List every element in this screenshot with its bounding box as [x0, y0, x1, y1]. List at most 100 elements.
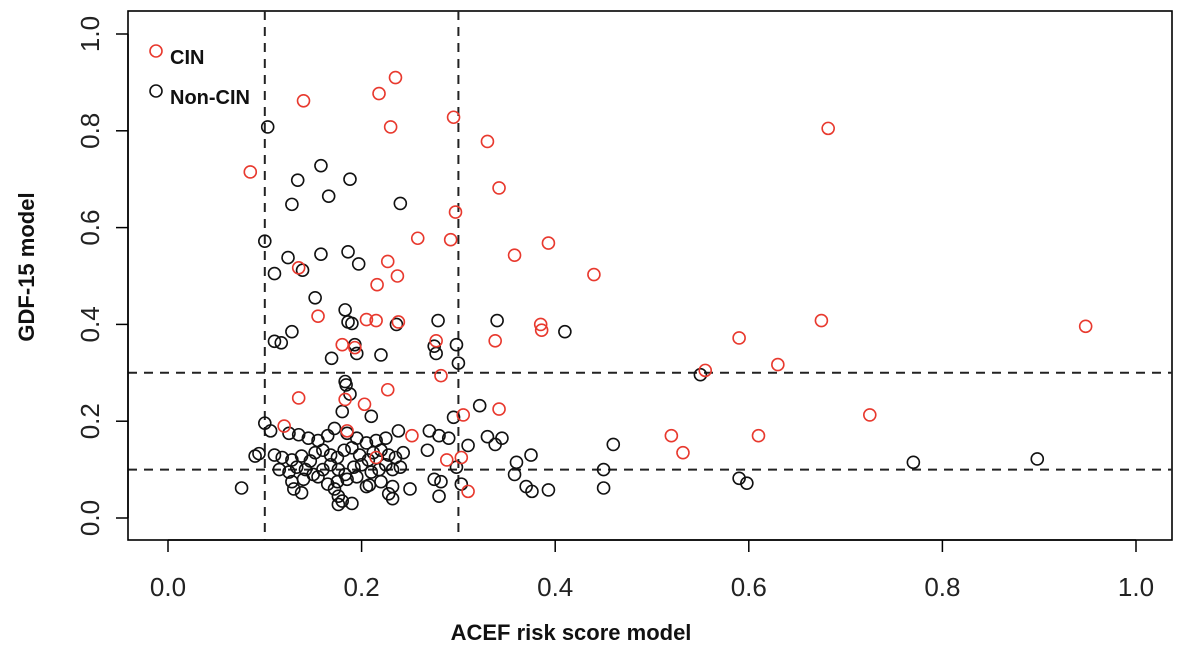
non-cin-point [301, 431, 316, 445]
non-cin-point [316, 443, 330, 458]
non-cin-point [308, 290, 322, 305]
axes: 0.0 0.2 0.4 0.6 0.8 1.0 0.0 0.2 0.4 0.6 0.8 1.0 [75, 16, 1154, 602]
non-cin-point [374, 443, 388, 458]
non-cin-point [396, 445, 411, 460]
non-cin-point [385, 491, 400, 506]
cin-point [456, 408, 471, 422]
non-cin-point [378, 457, 393, 472]
non-cin-point [472, 398, 487, 413]
non-cin-point [596, 481, 611, 495]
non-cin-point [260, 120, 275, 134]
non-cin-point [314, 158, 328, 173]
non-cin-point [285, 197, 299, 212]
cin-point [732, 331, 746, 345]
cin-point [821, 121, 835, 136]
cin-point [446, 110, 461, 125]
non-cin-point [335, 404, 350, 419]
y-tick-label: 0.2 [75, 403, 105, 439]
legend-label-cin: CIN [170, 47, 204, 69]
non-cin-point [906, 455, 921, 470]
non-cin-point [349, 470, 364, 484]
legend-marker-non-cin [149, 84, 163, 98]
non-cin-point [693, 367, 708, 382]
non-cin-point [432, 489, 446, 504]
cin-point [405, 428, 419, 443]
cin-point [492, 181, 506, 195]
x-axis-title: ACEF risk score model [451, 620, 692, 645]
non-cin-point [272, 462, 287, 477]
non-cin-point [393, 196, 408, 211]
cin-point [338, 392, 352, 407]
non-cin-point [327, 482, 342, 496]
cin-point [370, 277, 384, 292]
non-cin-point [420, 443, 435, 458]
non-cin-point [490, 313, 504, 328]
cin-point [391, 315, 406, 329]
non-cin-point [296, 472, 311, 487]
cin-point [480, 134, 495, 149]
non-cin-point [374, 474, 388, 489]
non-cin-point [316, 462, 330, 477]
cin-point [454, 450, 469, 465]
non-cin-point [606, 437, 621, 452]
non-cin-point [451, 356, 466, 370]
non-cin-point [267, 448, 282, 462]
x-tick-label: 1.0 [1118, 572, 1154, 602]
non-cin-point [431, 313, 445, 328]
non-cin-point [558, 324, 572, 339]
non-cin-point [391, 424, 406, 438]
cin-point [369, 450, 383, 465]
non-cin-point [495, 431, 509, 445]
non-cin-point [291, 427, 306, 442]
cin-point [587, 267, 601, 282]
non-cin-point [234, 481, 249, 495]
y-tick-label: 0.6 [75, 210, 105, 246]
legend-label-non-cin: Non-CIN [170, 87, 250, 109]
non-cin-point [454, 477, 469, 491]
cin-point [492, 402, 506, 416]
legend-marker-cin [149, 44, 163, 58]
non-cin-point [324, 351, 339, 366]
non-cin-point [461, 438, 475, 453]
cin-point [488, 334, 502, 348]
y-tick-label: 1.0 [75, 16, 105, 52]
cin-point [296, 93, 311, 108]
non-cin-point [596, 462, 611, 477]
non-cin-point [441, 431, 456, 445]
non-cin-point [335, 494, 350, 508]
cin-point [340, 424, 354, 438]
non-cin-point [327, 421, 342, 436]
cin-point [372, 86, 386, 101]
cin-point [1078, 319, 1093, 334]
y-axis-title: GDF-15 model [14, 192, 39, 341]
cin-point [434, 368, 448, 383]
non-cin-point [525, 484, 539, 499]
non-cin-point [427, 472, 442, 487]
cin-point [541, 236, 556, 250]
non-cin-point [321, 189, 336, 203]
non-cin-point [314, 247, 328, 262]
non-cin-point [267, 266, 282, 281]
cin-point [534, 323, 549, 338]
non-cin-point [449, 337, 464, 352]
legend: CIN Non-CIN [149, 44, 250, 109]
x-tick-label: 0.0 [150, 572, 186, 602]
cin-point [390, 269, 405, 283]
cin-point [357, 397, 372, 412]
non-cin-point [311, 470, 325, 484]
non-cin-point [434, 474, 448, 489]
non-cin-point [429, 346, 443, 361]
plot-frame [127, 10, 1173, 541]
x-tick-label: 0.6 [731, 572, 767, 602]
non-cin-point [393, 460, 408, 474]
cin-point [410, 231, 425, 246]
non-cin-point [349, 346, 364, 361]
non-cin-point [289, 460, 304, 474]
non-cin-point [320, 477, 335, 491]
non-cin-point [378, 431, 393, 445]
non-cin-point [341, 315, 355, 329]
cin-point [429, 334, 443, 348]
x-tick-label: 0.2 [344, 572, 380, 602]
non-cin-point [341, 245, 355, 259]
cin-point [335, 337, 350, 352]
